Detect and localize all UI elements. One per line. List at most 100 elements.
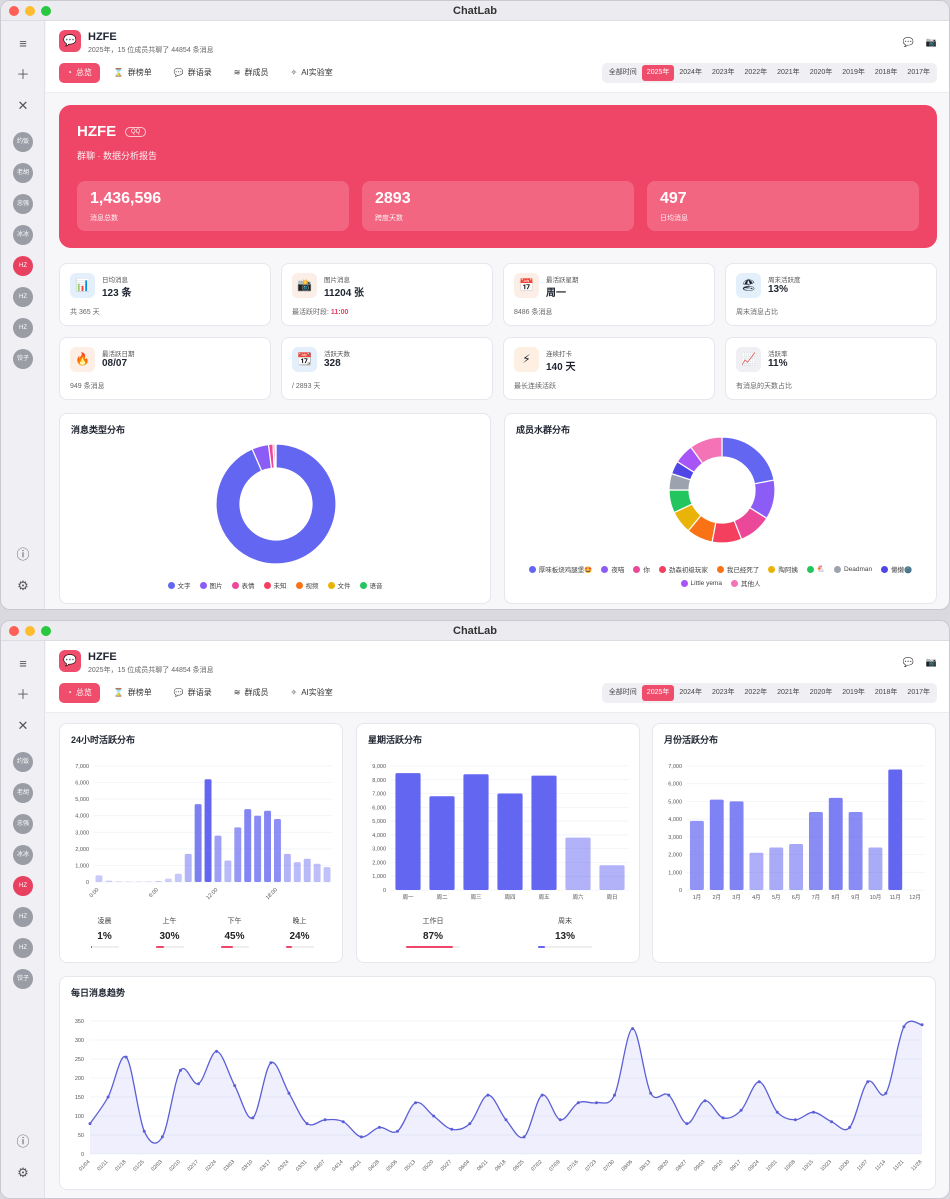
legend-item[interactable]: 文字 — [167, 580, 191, 590]
data-point[interactable] — [414, 1101, 418, 1105]
menu-icon[interactable]: ≡ — [19, 656, 27, 671]
year-option[interactable]: 2019年 — [842, 689, 865, 696]
data-point[interactable] — [450, 1127, 454, 1131]
year-option[interactable]: 2022年 — [744, 689, 768, 696]
tab-ranking[interactable]: ⌛ 群榜单 — [106, 63, 160, 83]
data-point[interactable] — [920, 1023, 924, 1027]
tab-ai-lab[interactable]: ✧ AI实验室 — [282, 683, 340, 703]
legend-item[interactable]: 夜喵 — [601, 564, 624, 574]
tab-overview[interactable]: ◔ 总览 — [59, 63, 100, 83]
bar[interactable] — [531, 775, 557, 890]
tools-icon[interactable]: ✕ — [17, 98, 29, 113]
year-option[interactable]: 2018年 — [874, 69, 898, 76]
bar[interactable] — [808, 812, 823, 890]
sidebar-avatar[interactable]: 饺子 — [13, 349, 33, 369]
bar[interactable] — [254, 815, 262, 882]
bar[interactable] — [214, 835, 222, 882]
bar[interactable] — [303, 858, 311, 882]
sidebar-avatar[interactable]: 约饭 — [13, 132, 33, 152]
sidebar-avatar[interactable]: 老胡 — [13, 783, 33, 803]
tab-overview[interactable]: ◔ 总览 — [59, 683, 100, 703]
legend-item[interactable]: 厚味板烧鸡腿堡🤩 — [528, 564, 592, 574]
donut-slice[interactable] — [215, 443, 337, 565]
year-option[interactable]: 2022年 — [744, 69, 768, 76]
year-option[interactable]: 2024年 — [679, 69, 702, 76]
sidebar-avatar[interactable]: 冰冰 — [13, 225, 33, 245]
sidebar-avatar-active[interactable]: HZ — [13, 256, 33, 276]
data-point[interactable] — [504, 1118, 508, 1122]
bar[interactable] — [323, 867, 331, 882]
info-icon[interactable]: ⓘ — [16, 547, 30, 562]
data-point[interactable] — [594, 1101, 598, 1105]
close-button[interactable] — [9, 626, 19, 636]
bar[interactable] — [463, 774, 489, 890]
bar[interactable] — [174, 873, 182, 882]
maximize-button[interactable] — [41, 626, 51, 636]
year-option[interactable]: 2020年 — [809, 69, 833, 76]
data-point[interactable] — [866, 1080, 870, 1084]
tab-quotes[interactable]: 💬 群语录 — [166, 63, 220, 83]
data-point[interactable] — [830, 1120, 834, 1124]
data-point[interactable] — [884, 1091, 888, 1095]
bar[interactable] — [184, 853, 192, 882]
maximize-button[interactable] — [41, 6, 51, 16]
data-point[interactable] — [793, 1118, 797, 1122]
legend-item[interactable]: 我已经死了 — [716, 564, 759, 574]
tab-ai-lab[interactable]: ✧ AI实验室 — [282, 63, 340, 83]
data-point[interactable] — [739, 1108, 743, 1112]
data-point[interactable] — [703, 1099, 707, 1103]
bar[interactable] — [224, 860, 232, 882]
data-point[interactable] — [667, 1093, 671, 1097]
year-option[interactable]: 2020年 — [809, 689, 833, 696]
data-point[interactable] — [323, 1118, 327, 1122]
data-point[interactable] — [486, 1093, 490, 1097]
donut-slice[interactable] — [721, 436, 775, 485]
bar[interactable] — [105, 880, 113, 882]
data-point[interactable] — [649, 1091, 653, 1095]
data-point[interactable] — [287, 1091, 291, 1095]
data-point[interactable] — [88, 1122, 92, 1126]
data-point[interactable] — [721, 1116, 725, 1120]
bar[interactable] — [273, 819, 281, 882]
sidebar-avatar[interactable]: HZ — [13, 938, 33, 958]
data-point[interactable] — [522, 1135, 526, 1139]
data-point[interactable] — [124, 1055, 128, 1059]
data-point[interactable] — [558, 1118, 562, 1122]
legend-item[interactable]: 文件 — [327, 580, 351, 590]
settings-icon[interactable]: ⚙ — [17, 578, 29, 593]
bar[interactable] — [283, 853, 291, 882]
data-point[interactable] — [341, 1120, 345, 1124]
bar[interactable] — [395, 773, 421, 890]
year-option[interactable]: 2024年 — [679, 689, 702, 696]
bar[interactable] — [789, 843, 804, 890]
bar[interactable] — [164, 878, 172, 882]
year-option[interactable]: 2025年 — [641, 685, 675, 701]
data-point[interactable] — [269, 1061, 273, 1065]
tab-members[interactable]: ≋ 群成员 — [226, 683, 277, 703]
sidebar-avatar[interactable]: HZ — [13, 318, 33, 338]
data-point[interactable] — [576, 1101, 580, 1105]
sidebar-avatar[interactable]: 忠强 — [13, 814, 33, 834]
legend-item[interactable]: 陶阿姨 — [768, 564, 798, 574]
data-point[interactable] — [233, 1084, 237, 1088]
bar[interactable] — [264, 810, 272, 882]
sidebar-avatar[interactable]: HZ — [13, 287, 33, 307]
comment-icon[interactable]: 💬 — [902, 657, 914, 667]
year-option[interactable]: 2023年 — [711, 689, 735, 696]
data-point[interactable] — [359, 1135, 363, 1139]
legend-item[interactable]: 视频 — [295, 580, 319, 590]
data-point[interactable] — [160, 1135, 164, 1139]
data-point[interactable] — [305, 1122, 309, 1126]
bar[interactable] — [565, 837, 591, 890]
data-point[interactable] — [540, 1093, 544, 1097]
sidebar-avatar-active[interactable]: HZ — [13, 876, 33, 896]
donut-slice[interactable] — [690, 436, 723, 465]
bar[interactable] — [769, 847, 784, 890]
menu-icon[interactable]: ≡ — [19, 36, 27, 51]
sidebar-avatar[interactable]: 约饭 — [13, 752, 33, 772]
bar[interactable] — [749, 852, 764, 890]
bar[interactable] — [293, 862, 301, 882]
legend-item[interactable]: 劲森初级玩家 — [658, 564, 708, 574]
bar[interactable] — [154, 881, 162, 882]
year-option[interactable]: 2023年 — [711, 69, 735, 76]
